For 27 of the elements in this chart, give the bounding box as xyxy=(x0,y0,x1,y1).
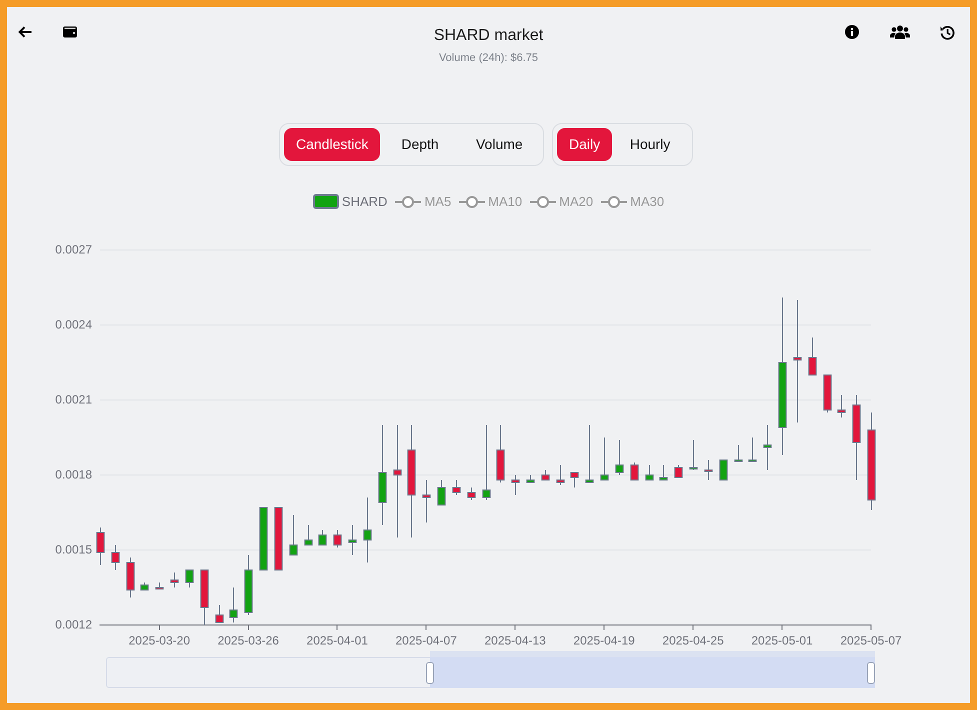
chart-title: SHARD market xyxy=(432,27,544,45)
x-tick-label: 2025-05-01 xyxy=(751,634,814,648)
x-tick-label: 2025-04-07 xyxy=(395,634,458,648)
y-tick-label: 0.0015 xyxy=(55,542,92,556)
y-tick-label: 0.0012 xyxy=(55,617,92,632)
x-tick-label: 2025-03-26 xyxy=(218,634,280,648)
x-tick-label: 2025-05-07 xyxy=(840,634,902,648)
y-tick-label: 0.0024 xyxy=(55,317,92,332)
legend-label: MA20 xyxy=(559,194,594,209)
legend-label: SHARD xyxy=(342,194,388,209)
x-tick-label: 2025-04-13 xyxy=(484,634,546,648)
button[interactable]: Daily xyxy=(557,128,612,161)
x-tick-label: 2025-04-19 xyxy=(573,634,636,648)
y-tick-label: 0.0018 xyxy=(55,467,92,482)
button[interactable]: Candlestick xyxy=(284,128,380,161)
y-tick-label: 0.0021 xyxy=(55,392,92,406)
legend-label: MA10 xyxy=(488,194,522,209)
x-tick-label: 2025-04-25 xyxy=(662,634,724,648)
y-tick-label: 0.0027 xyxy=(55,242,92,256)
button[interactable]: Volume xyxy=(460,128,539,161)
button[interactable]: Hourly xyxy=(612,128,688,161)
button[interactable]: Depth xyxy=(380,128,460,161)
legend-label: MA30 xyxy=(630,194,664,209)
legend-label: MA5 xyxy=(424,194,452,209)
chart-subtitle: Volume (24h): $6.75 xyxy=(438,52,540,64)
x-tick-label: 2025-04-01 xyxy=(306,634,368,648)
x-tick-label: 2025-03-20 xyxy=(128,634,190,648)
